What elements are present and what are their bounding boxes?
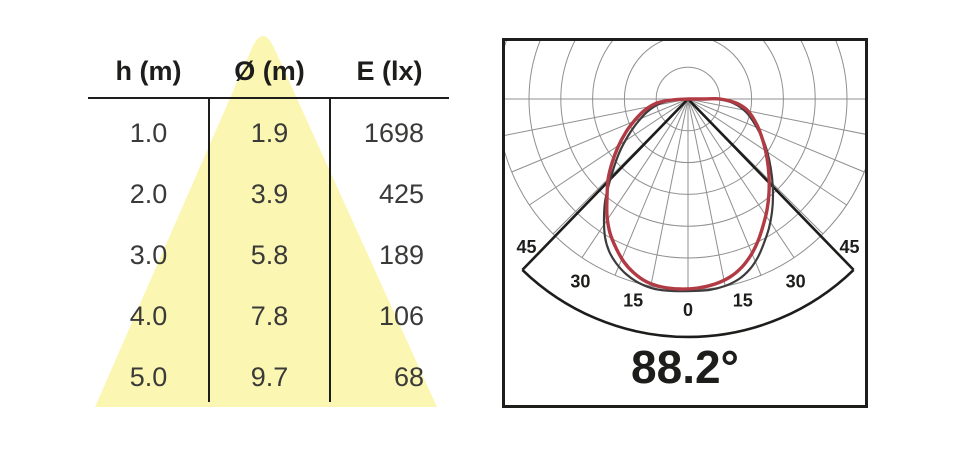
col-header-diameter: Ø (m) bbox=[234, 56, 305, 86]
table-row: 5.0 9.7 68 bbox=[88, 347, 449, 408]
grid-radial-line bbox=[581, 98, 689, 258]
grid-radial-line bbox=[687, 98, 865, 135]
cone-table-body: 1.0 1.9 1698 2.0 3.9 425 3.0 5.8 189 4.0 7.8 106 5.0… bbox=[88, 103, 449, 408]
beam-edge-left bbox=[521, 98, 689, 271]
diagram-border bbox=[502, 38, 868, 408]
grid-radial-line bbox=[614, 98, 689, 276]
cell-height: 1.0 bbox=[129, 118, 168, 148]
grid-radial-line bbox=[687, 98, 726, 287]
table-column-divider-2 bbox=[329, 99, 331, 402]
light-cone-graphic bbox=[95, 36, 437, 407]
cell-illuminance: 425 bbox=[378, 179, 424, 209]
beam-angle-value: 88.2° bbox=[631, 341, 739, 393]
cell-diameter: 3.9 bbox=[250, 179, 289, 209]
cell-illuminance: 106 bbox=[378, 301, 424, 331]
intensity-curves bbox=[602, 96, 775, 293]
angle-tick-label: 0 bbox=[683, 300, 693, 320]
grid-radial-line bbox=[650, 98, 689, 287]
table-row: 3.0 5.8 189 bbox=[88, 225, 449, 286]
grid-radial-line bbox=[687, 98, 795, 258]
cell-illuminance: 189 bbox=[378, 240, 424, 270]
cell-height: 5.0 bbox=[129, 362, 168, 392]
table-column-divider-1 bbox=[208, 99, 210, 402]
beam-arc bbox=[521, 268, 855, 339]
cell-height: 3.0 bbox=[129, 240, 168, 270]
table-row: 4.0 7.8 106 bbox=[88, 286, 449, 347]
table-row: 1.0 1.9 1698 bbox=[88, 103, 449, 164]
cell-illuminance: 68 bbox=[393, 362, 424, 392]
cell-height: 2.0 bbox=[129, 179, 168, 209]
grid-radial-line bbox=[687, 98, 762, 276]
angle-tick-label: 30 bbox=[786, 272, 806, 292]
angle-tick-label: 15 bbox=[733, 291, 753, 311]
cell-diameter: 7.8 bbox=[250, 301, 289, 331]
light-cone-shape bbox=[95, 36, 437, 407]
table-header-rule bbox=[88, 97, 449, 99]
angle-tick-label: 45 bbox=[516, 237, 536, 257]
grid-ring bbox=[505, 41, 865, 291]
grid-radial-line bbox=[687, 98, 865, 173]
cone-table-header: h (m) Ø (m) E (lx) bbox=[88, 54, 449, 88]
table-row: 2.0 3.9 425 bbox=[88, 164, 449, 225]
cell-illuminance: 1698 bbox=[363, 118, 424, 148]
cell-diameter: 1.9 bbox=[250, 118, 289, 148]
col-header-illuminance: E (lx) bbox=[356, 56, 423, 86]
c0-intensity-curve bbox=[605, 96, 771, 291]
col-header-height: h (m) bbox=[115, 56, 182, 86]
cell-height: 4.0 bbox=[129, 301, 168, 331]
angle-tick-label: 15 bbox=[623, 291, 643, 311]
grid-radial-line bbox=[511, 98, 689, 173]
cell-diameter: 5.8 bbox=[250, 240, 289, 270]
angle-tick-label: 30 bbox=[570, 272, 590, 292]
grid-radial-line bbox=[529, 98, 689, 206]
cell-diameter: 9.7 bbox=[250, 362, 289, 392]
angle-labels: 45 30 15 0 15 30 45 bbox=[516, 237, 859, 320]
polar-diagram: 45 30 15 0 15 30 45 88.2° bbox=[502, 38, 868, 408]
angle-tick-label: 45 bbox=[839, 237, 859, 257]
polar-grid bbox=[505, 41, 865, 291]
